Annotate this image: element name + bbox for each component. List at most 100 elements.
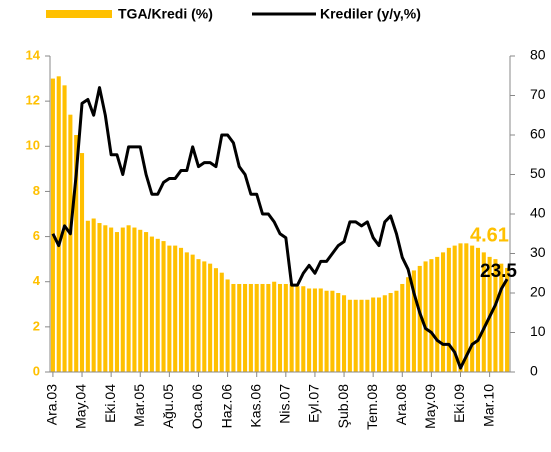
bar <box>132 227 137 372</box>
bar <box>277 283 283 372</box>
bar <box>213 268 218 372</box>
bar <box>266 283 271 372</box>
x-tick-label: Ağu.05 <box>160 384 176 429</box>
bar <box>97 223 102 372</box>
x-tick-label: Eki.09 <box>451 384 467 423</box>
bar <box>347 299 352 372</box>
bar <box>376 297 382 372</box>
bar <box>423 261 428 372</box>
bar <box>50 78 55 373</box>
bar <box>109 227 114 372</box>
y2-tick-label: 0 <box>530 363 538 379</box>
bar <box>126 225 131 372</box>
bar <box>138 229 143 372</box>
bar <box>167 245 172 372</box>
bar <box>219 272 224 372</box>
bar <box>237 283 242 372</box>
bar <box>178 247 184 372</box>
x-tick-label: Kas.06 <box>247 384 263 428</box>
legend-label: Krediler (y/y,%) <box>320 6 421 22</box>
bar <box>272 281 277 372</box>
bar <box>91 218 96 372</box>
bar <box>301 286 306 372</box>
bar <box>144 232 149 372</box>
y2-tick-label: 60 <box>530 126 546 142</box>
bar <box>190 254 195 372</box>
bar <box>161 241 166 372</box>
bar <box>336 293 341 372</box>
y-tick-label: 4 <box>33 273 41 288</box>
bar <box>481 252 486 372</box>
bar <box>307 288 312 372</box>
y2-tick-label: 10 <box>530 323 546 339</box>
x-tick-label: May.09 <box>422 384 438 429</box>
bar <box>243 283 248 372</box>
bar <box>149 236 154 372</box>
y-tick-label: 12 <box>26 93 40 108</box>
bar <box>446 247 451 372</box>
bar <box>173 245 178 372</box>
bar <box>196 259 201 372</box>
bar <box>295 286 300 372</box>
x-tick-label: Mar.10 <box>480 384 496 427</box>
bar <box>283 283 288 372</box>
bar <box>114 232 119 372</box>
bar <box>388 293 393 372</box>
y-tick-label: 8 <box>33 183 40 198</box>
bar <box>505 267 510 372</box>
y-tick-label: 10 <box>26 138 40 153</box>
x-tick-label: Tem.08 <box>364 384 380 430</box>
bar <box>394 290 399 372</box>
bar <box>79 153 85 372</box>
bar <box>248 283 253 372</box>
bar <box>493 259 498 372</box>
bar <box>365 299 370 372</box>
bar <box>382 295 387 372</box>
y-tick-label: 0 <box>33 363 40 378</box>
y-tick-label: 14 <box>26 47 41 62</box>
bar <box>441 252 446 372</box>
bar <box>429 259 434 372</box>
bar <box>464 243 469 372</box>
bar <box>411 270 416 372</box>
y2-tick-label: 70 <box>530 86 546 102</box>
bar <box>417 265 422 372</box>
bar <box>68 114 73 372</box>
bar <box>452 245 457 372</box>
bar <box>231 283 236 372</box>
bar <box>400 283 405 372</box>
y-tick-label: 2 <box>33 318 40 333</box>
bar <box>435 256 440 372</box>
bar <box>312 288 317 372</box>
x-tick-label: Nis.07 <box>277 384 293 424</box>
bar <box>499 263 504 372</box>
legend-label: TGA/Kredi (%) <box>118 6 213 22</box>
bar <box>56 76 61 373</box>
bar <box>289 283 294 372</box>
annotation: 23.5 <box>480 261 517 282</box>
bar <box>318 288 323 372</box>
bar <box>225 279 230 372</box>
bar <box>208 263 213 372</box>
annotation: 4.61 <box>470 224 509 246</box>
bar <box>330 290 335 372</box>
y2-tick-label: 20 <box>530 284 546 300</box>
x-tick-label: May.04 <box>73 384 89 429</box>
x-tick-label: Eyl.07 <box>306 384 322 423</box>
x-tick-label: Mar.05 <box>131 384 147 427</box>
bar <box>470 245 475 372</box>
x-tick-label: Oca.06 <box>189 384 205 429</box>
bar <box>103 225 108 372</box>
bar <box>371 297 376 372</box>
y2-tick-label: 40 <box>530 205 546 221</box>
bar <box>202 261 207 372</box>
bar <box>120 227 125 372</box>
bar <box>85 220 90 372</box>
y2-tick-label: 80 <box>530 47 546 63</box>
x-tick-label: Şub.08 <box>335 384 351 429</box>
bar <box>359 299 364 372</box>
x-tick-label: Haz.06 <box>218 384 234 429</box>
bar <box>324 290 329 372</box>
bar <box>184 252 189 372</box>
